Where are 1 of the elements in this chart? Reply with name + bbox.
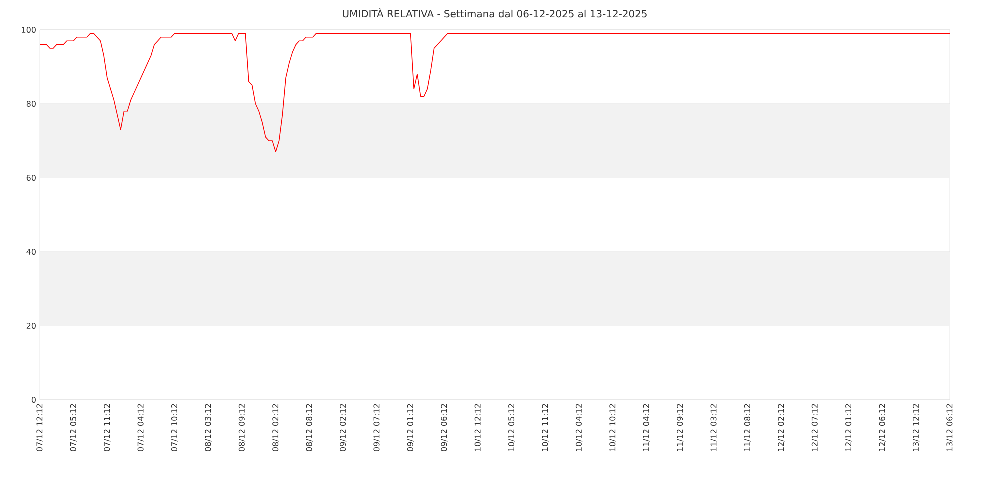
chart-title: UMIDITÀ RELATIVA - Settimana dal 06-12-2025 al 13-12-2025 — [343, 8, 647, 18]
